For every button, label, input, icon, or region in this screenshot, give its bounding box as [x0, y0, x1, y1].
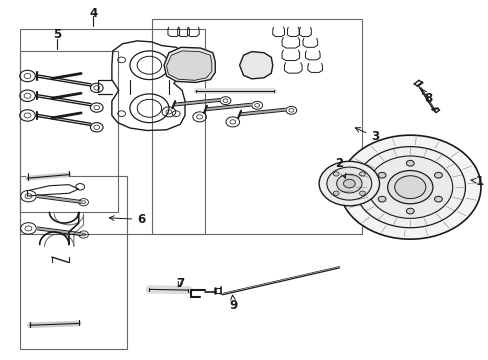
Circle shape — [343, 179, 354, 188]
Text: 2: 2 — [335, 157, 345, 178]
Circle shape — [354, 147, 465, 228]
Bar — [20, 176, 127, 348]
Text: 4: 4 — [89, 7, 97, 20]
Circle shape — [359, 172, 365, 176]
Circle shape — [434, 172, 442, 178]
Text: 7: 7 — [176, 277, 184, 290]
Circle shape — [394, 176, 425, 199]
Circle shape — [377, 196, 385, 202]
Circle shape — [434, 196, 442, 202]
Polygon shape — [239, 51, 272, 79]
Circle shape — [387, 171, 432, 204]
Circle shape — [377, 172, 385, 178]
Text: 3: 3 — [355, 128, 379, 144]
Text: 1: 1 — [469, 175, 483, 188]
Circle shape — [359, 191, 365, 195]
Circle shape — [406, 161, 413, 166]
Bar — [152, 19, 361, 234]
Polygon shape — [163, 47, 215, 82]
Text: 9: 9 — [229, 295, 237, 312]
Circle shape — [339, 135, 480, 239]
Circle shape — [336, 174, 361, 193]
Text: 6: 6 — [109, 213, 145, 226]
Circle shape — [333, 191, 339, 195]
Polygon shape — [166, 51, 211, 80]
Circle shape — [333, 172, 339, 176]
Circle shape — [367, 156, 452, 219]
Circle shape — [319, 161, 379, 206]
Text: 5: 5 — [53, 28, 61, 41]
Bar — [20, 30, 205, 234]
Text: 8: 8 — [421, 89, 432, 105]
Circle shape — [406, 208, 413, 214]
Circle shape — [326, 167, 371, 200]
Bar — [20, 51, 118, 212]
